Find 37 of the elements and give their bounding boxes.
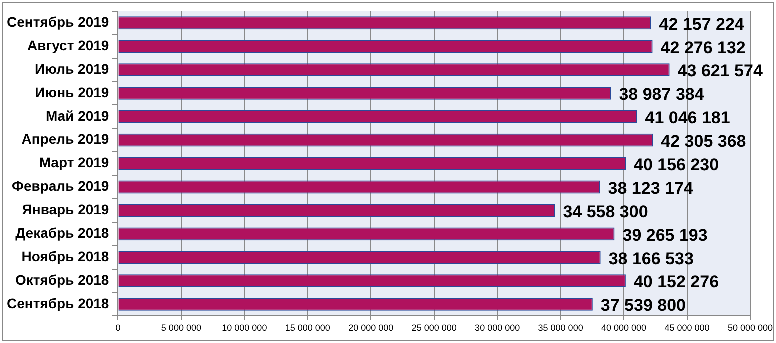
y-tick-label: Декабрь 2018 <box>16 225 110 241</box>
y-tick-label: Февраль 2019 <box>12 178 110 194</box>
y-tick-label: Январь 2019 <box>22 202 110 218</box>
x-tick-label: 50 000 000 <box>728 323 773 334</box>
y-tick-label: Октябрь 2018 <box>15 272 110 288</box>
data-label: 34 558 300 <box>563 202 648 222</box>
x-tick-label: 10 000 000 <box>222 323 268 334</box>
data-label: 42 305 368 <box>661 132 746 152</box>
data-label: 37 539 800 <box>600 296 686 316</box>
data-label: 40 152 276 <box>634 272 720 292</box>
data-label: 38 987 384 <box>619 85 705 104</box>
data-label: 38 123 174 <box>608 178 694 198</box>
y-tick-label: Сентябрь 2018 <box>7 295 110 312</box>
x-tick-label: 30 000 000 <box>475 323 520 334</box>
data-label: 42 157 224 <box>659 14 745 34</box>
x-tick-label: 0 <box>116 323 121 334</box>
x-tick-label: 25 000 000 <box>412 323 457 334</box>
data-label: 40 156 230 <box>634 155 720 174</box>
y-tick-label: Июль 2019 <box>35 60 110 77</box>
x-tick-label: 5 000 000 <box>161 323 202 334</box>
data-label: 39 265 193 <box>622 226 708 245</box>
y-tick-label: Июнь 2019 <box>35 84 110 100</box>
x-tick-label: 45 000 000 <box>664 323 710 334</box>
y-tick-label: Май 2019 <box>46 108 110 124</box>
y-tick-label: Сентябрь 2019 <box>7 14 110 30</box>
y-tick-label: Ноябрь 2018 <box>22 248 110 264</box>
x-tick-label: 35 000 000 <box>538 323 584 334</box>
x-tick-label: 40 000 000 <box>602 323 647 334</box>
x-tick-label: 15 000 000 <box>285 323 330 334</box>
y-tick-label: Апрель 2019 <box>22 131 110 148</box>
data-label: 38 166 533 <box>608 249 694 268</box>
x-tick-label: 20 000 000 <box>348 323 394 334</box>
data-label: 41 046 181 <box>645 108 730 128</box>
y-tick-label: Март 2019 <box>39 154 110 171</box>
data-label: 43 621 574 <box>678 62 764 81</box>
data-label: 42 276 132 <box>660 38 746 58</box>
y-tick-label: Август 2019 <box>28 37 110 54</box>
